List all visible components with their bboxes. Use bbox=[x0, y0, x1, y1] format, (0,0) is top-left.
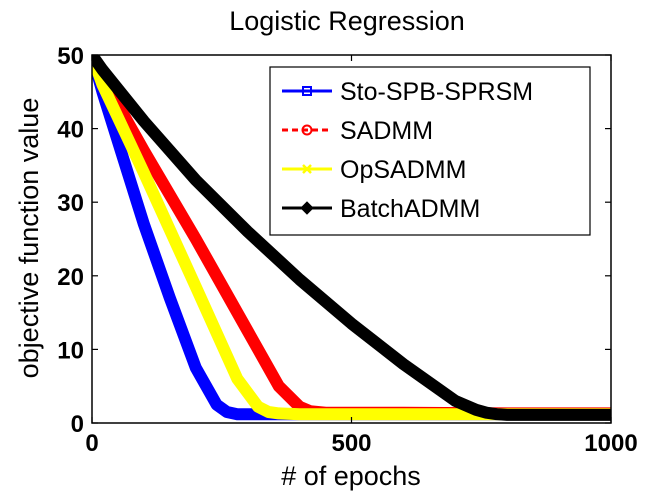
y-tick-label: 20 bbox=[57, 264, 84, 291]
legend-label: BatchADMM bbox=[340, 195, 480, 223]
series-line-opsadmm bbox=[92, 55, 611, 421]
x-tick-label: 0 bbox=[85, 430, 98, 457]
x-tick-label: 1000 bbox=[584, 430, 637, 457]
x-axis-label: # of epochs bbox=[281, 461, 421, 491]
series-group bbox=[92, 55, 611, 421]
y-tick-label: 50 bbox=[57, 43, 84, 70]
legend-marker-x bbox=[302, 164, 312, 174]
legend-marker-diamond bbox=[300, 201, 314, 215]
legend-label: OpSADMM bbox=[340, 156, 466, 184]
legend-marker-circle bbox=[301, 124, 313, 136]
x-tick-label: 500 bbox=[331, 430, 371, 457]
y-tick-label: 40 bbox=[57, 117, 84, 144]
legend-marker-square bbox=[302, 86, 312, 96]
y-tick-label: 30 bbox=[57, 190, 84, 217]
y-tick-label: 0 bbox=[71, 411, 84, 438]
legend: Sto-SPB-SPRSM SADMM OpSADMM BatchADMM bbox=[269, 66, 591, 236]
legend-label: Sto-SPB-SPRSM bbox=[340, 78, 533, 106]
chart-title: Logistic Regression bbox=[229, 6, 465, 36]
series-line-batchadmm bbox=[92, 55, 611, 421]
y-axis-label: objective function value bbox=[14, 98, 44, 379]
y-tick-label: 10 bbox=[57, 337, 84, 364]
legend-label: SADMM bbox=[340, 117, 433, 145]
plot-area: 0 500 1000 0 10 20 30 40 50 bbox=[57, 43, 637, 457]
